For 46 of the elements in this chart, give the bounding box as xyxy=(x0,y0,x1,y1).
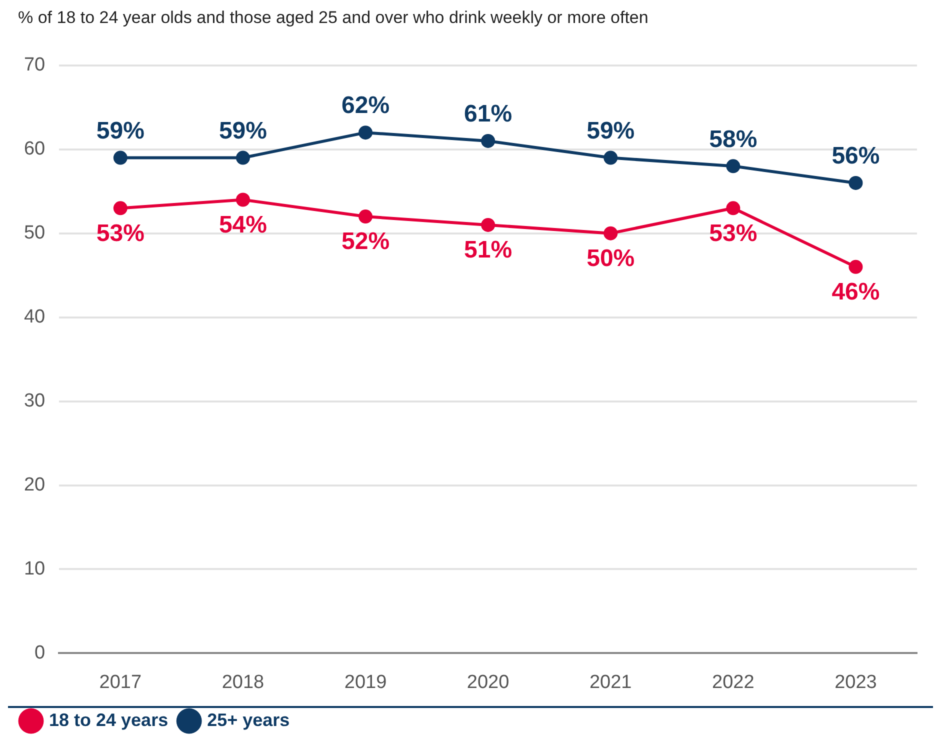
y-tick-label: 20 xyxy=(24,474,46,496)
point xyxy=(481,134,496,148)
y-tick-label: 70 xyxy=(24,54,46,76)
legend-label: 18 to 24 years xyxy=(49,710,168,730)
y-tick-label: 50 xyxy=(24,222,46,244)
x-tick-label: 2019 xyxy=(344,672,387,693)
data-label: 50% xyxy=(586,244,635,272)
data-label: 53% xyxy=(709,220,758,247)
point xyxy=(236,150,250,165)
point xyxy=(113,150,128,165)
x-tick-label: 2021 xyxy=(589,672,632,693)
point xyxy=(358,210,373,224)
x-tick-label: 2023 xyxy=(834,672,877,693)
data-label: 59% xyxy=(218,117,267,144)
data-label: 46% xyxy=(832,278,880,306)
data-label: 53% xyxy=(96,220,144,247)
point xyxy=(604,226,618,240)
x-tick-label: 2018 xyxy=(222,672,264,693)
legend-label: 25+ years xyxy=(207,710,290,730)
data-label: 62% xyxy=(341,92,390,120)
data-label: 52% xyxy=(341,228,390,256)
y-tick-label: 60 xyxy=(24,138,46,160)
point xyxy=(726,159,740,174)
point xyxy=(726,201,740,216)
data-label: 59% xyxy=(96,117,144,144)
point xyxy=(604,150,618,165)
point xyxy=(481,218,496,232)
chart-title: % of 18 to 24 year olds and those aged 25 and over who drink weekly or more often xyxy=(18,8,648,28)
data-label: 56% xyxy=(832,142,880,170)
x-tick-label: 2020 xyxy=(466,672,510,693)
x-tick-label: 2017 xyxy=(99,672,142,693)
point xyxy=(113,201,128,216)
point xyxy=(358,126,373,140)
point xyxy=(236,192,250,207)
data-label: 54% xyxy=(218,211,267,238)
x-tick-label: 2022 xyxy=(712,672,754,693)
y-tick-label: 0 xyxy=(34,642,46,664)
point xyxy=(848,260,863,274)
y-tick-label: 30 xyxy=(24,390,46,412)
data-label: 58% xyxy=(709,126,758,153)
y-tick-label: 40 xyxy=(24,306,46,328)
data-label: 59% xyxy=(586,117,635,144)
data-label: 51% xyxy=(464,236,512,264)
data-label: 61% xyxy=(464,100,512,128)
point xyxy=(848,176,863,190)
y-tick-label: 10 xyxy=(24,558,46,580)
